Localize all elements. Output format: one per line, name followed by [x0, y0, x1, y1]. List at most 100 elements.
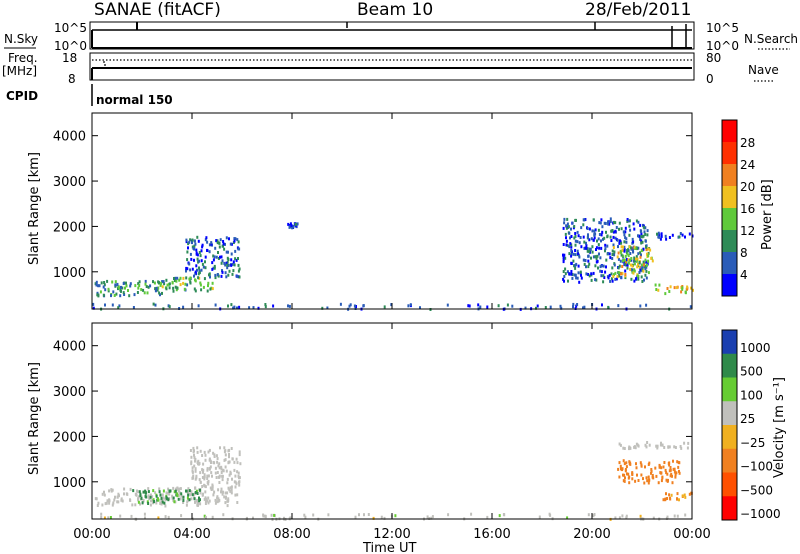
- echo-cell: [206, 248, 208, 252]
- echo-cell: [635, 255, 638, 259]
- echo-cell: [157, 516, 160, 520]
- echo-cell: [650, 256, 653, 260]
- echo-cell: [570, 272, 573, 276]
- echo-cell: [592, 238, 595, 242]
- echo-cell: [199, 502, 202, 506]
- echo-cell: [639, 304, 642, 308]
- echo-cell: [144, 489, 147, 493]
- echo-cell: [182, 495, 185, 499]
- echo-cell: [574, 273, 577, 277]
- echo-cell: [221, 474, 224, 478]
- echo-cell: [608, 252, 611, 256]
- echo-cell: [683, 493, 686, 497]
- echo-cell: [648, 478, 651, 482]
- echo-cell: [224, 465, 227, 469]
- echo-cell: [506, 303, 509, 307]
- echo-cell: [664, 234, 667, 238]
- echo-cell: [120, 498, 123, 502]
- echo-cell: [623, 249, 626, 253]
- echo-cell: [212, 493, 215, 497]
- echo-cell: [163, 501, 166, 505]
- echo-cell: [614, 221, 617, 225]
- echo-cell: [207, 281, 210, 285]
- echo-cell: [595, 257, 598, 261]
- echo-cell: [186, 496, 189, 500]
- echo-cell: [583, 246, 586, 250]
- echo-cell: [623, 447, 626, 450]
- echo-cell: [200, 259, 203, 263]
- panel-frame: [91, 112, 693, 310]
- echo-cell: [175, 487, 178, 491]
- echo-cell: [220, 489, 223, 493]
- echo-cell: [657, 288, 660, 292]
- echo-cell: [220, 471, 223, 474]
- echo-cell: [294, 222, 297, 226]
- echo-cell: [565, 243, 568, 247]
- echo-cell: [607, 222, 610, 226]
- echo-cell: [165, 496, 168, 500]
- echo-cell: [147, 487, 150, 491]
- echo-cell: [212, 266, 215, 270]
- echo-cell: [647, 463, 650, 466]
- echo-cell: [149, 493, 152, 497]
- echo-cell: [614, 236, 617, 240]
- echo-cell: [166, 491, 169, 495]
- echo-cell: [166, 283, 169, 287]
- echo-cell: [683, 441, 686, 445]
- echo-cell: [578, 280, 581, 284]
- echo-cell: [673, 514, 676, 518]
- echo-cell: [237, 240, 240, 244]
- echo-cell: [168, 286, 171, 290]
- echo-cell: [582, 223, 585, 227]
- echo-cell: [160, 281, 163, 285]
- echo-cell: [236, 461, 239, 465]
- echo-cell: [624, 269, 627, 273]
- freq-label: Freq.: [8, 51, 38, 65]
- echo-cell: [655, 288, 658, 291]
- echo-cell: [619, 259, 622, 263]
- echo-cell: [625, 516, 628, 520]
- echo-cell: [204, 453, 207, 457]
- echo-cell: [139, 502, 141, 506]
- echo-cell: [639, 237, 642, 241]
- echo-cell: [645, 265, 648, 269]
- echo-cell: [125, 281, 127, 285]
- echo-cell: [112, 290, 115, 294]
- echo-cell: [208, 448, 211, 452]
- echo-cell: [604, 222, 607, 225]
- echo-cell: [218, 466, 221, 470]
- echo-cell: [562, 270, 565, 273]
- echo-cell: [169, 489, 172, 493]
- echo-cell: [106, 279, 109, 283]
- echo-cell: [289, 222, 292, 226]
- echo-cell: [562, 277, 565, 281]
- echo-cell: [594, 228, 597, 232]
- echo-cell: [627, 476, 630, 480]
- echo-cell: [594, 264, 597, 268]
- echo-cell: [623, 260, 626, 264]
- echo-cell: [257, 306, 260, 310]
- echo-cell: [673, 286, 676, 290]
- echo-cell: [213, 455, 216, 458]
- echo-cell: [544, 306, 547, 309]
- echo-cell: [216, 460, 219, 464]
- echo-cell: [225, 261, 228, 265]
- echo-cell: [623, 462, 626, 466]
- echo-cell: [652, 516, 655, 520]
- colorbar-frame: [721, 329, 738, 521]
- echo-cell: [211, 287, 214, 291]
- echo-cell: [101, 492, 104, 496]
- echo-cell: [644, 465, 646, 469]
- echo-cell: [218, 462, 221, 466]
- echo-cell: [229, 470, 232, 474]
- echo-cell: [562, 253, 564, 257]
- echo-cell: [637, 444, 640, 448]
- echo-cell: [596, 259, 599, 263]
- echo-cell: [676, 460, 679, 464]
- echo-cell: [633, 262, 636, 266]
- echo-cell: [321, 306, 324, 310]
- echo-cell: [668, 236, 671, 239]
- echo-cell: [613, 250, 616, 254]
- echo-cell: [238, 305, 241, 309]
- echo-cell: [158, 490, 161, 494]
